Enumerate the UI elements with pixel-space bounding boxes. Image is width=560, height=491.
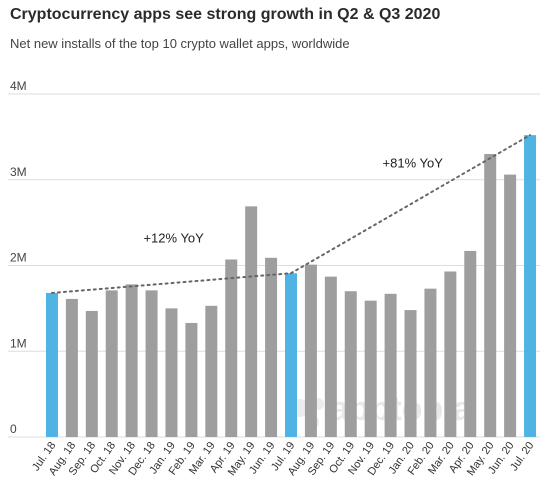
bar	[304, 264, 317, 437]
bar	[145, 290, 158, 437]
bar	[384, 293, 397, 437]
trend-lines: +12% YoY +81% YoY	[50, 134, 532, 294]
bar	[85, 310, 98, 437]
bar-highlight	[45, 292, 58, 437]
bar	[344, 291, 357, 437]
bar	[245, 206, 258, 437]
bar	[364, 300, 377, 437]
y-tick-label: 1M	[10, 336, 27, 350]
trend-annotation: +12% YoY	[143, 230, 204, 245]
bar-highlight	[524, 135, 537, 437]
bar	[484, 154, 497, 437]
trend-line	[290, 134, 532, 275]
y-tick-label: 2M	[10, 251, 27, 265]
bar	[324, 276, 337, 437]
bars	[45, 135, 537, 438]
trend-annotation: +81% YoY	[383, 156, 444, 171]
y-tick-label: 3M	[10, 165, 27, 179]
bar	[504, 174, 517, 438]
bar	[105, 290, 118, 437]
bar	[424, 288, 437, 437]
bar	[125, 284, 138, 437]
y-tick-label: 4M	[10, 79, 27, 93]
bar	[205, 305, 218, 437]
chart-title: Cryptocurrency apps see strong growth in…	[10, 6, 441, 23]
trend-line	[50, 272, 292, 294]
bar	[404, 310, 417, 437]
bar	[265, 257, 278, 437]
bar	[225, 259, 238, 437]
bar	[185, 322, 198, 437]
chart-subtitle: Net new installs of the top 10 crypto wa…	[10, 36, 350, 51]
bar	[444, 271, 457, 437]
bar-highlight	[285, 273, 297, 437]
bar	[65, 298, 78, 437]
y-axis-ticks: 0 1M 2M 3M 4M	[10, 79, 27, 436]
y-tick-label: 0	[10, 422, 17, 436]
bar	[165, 308, 178, 437]
bar	[464, 250, 477, 437]
